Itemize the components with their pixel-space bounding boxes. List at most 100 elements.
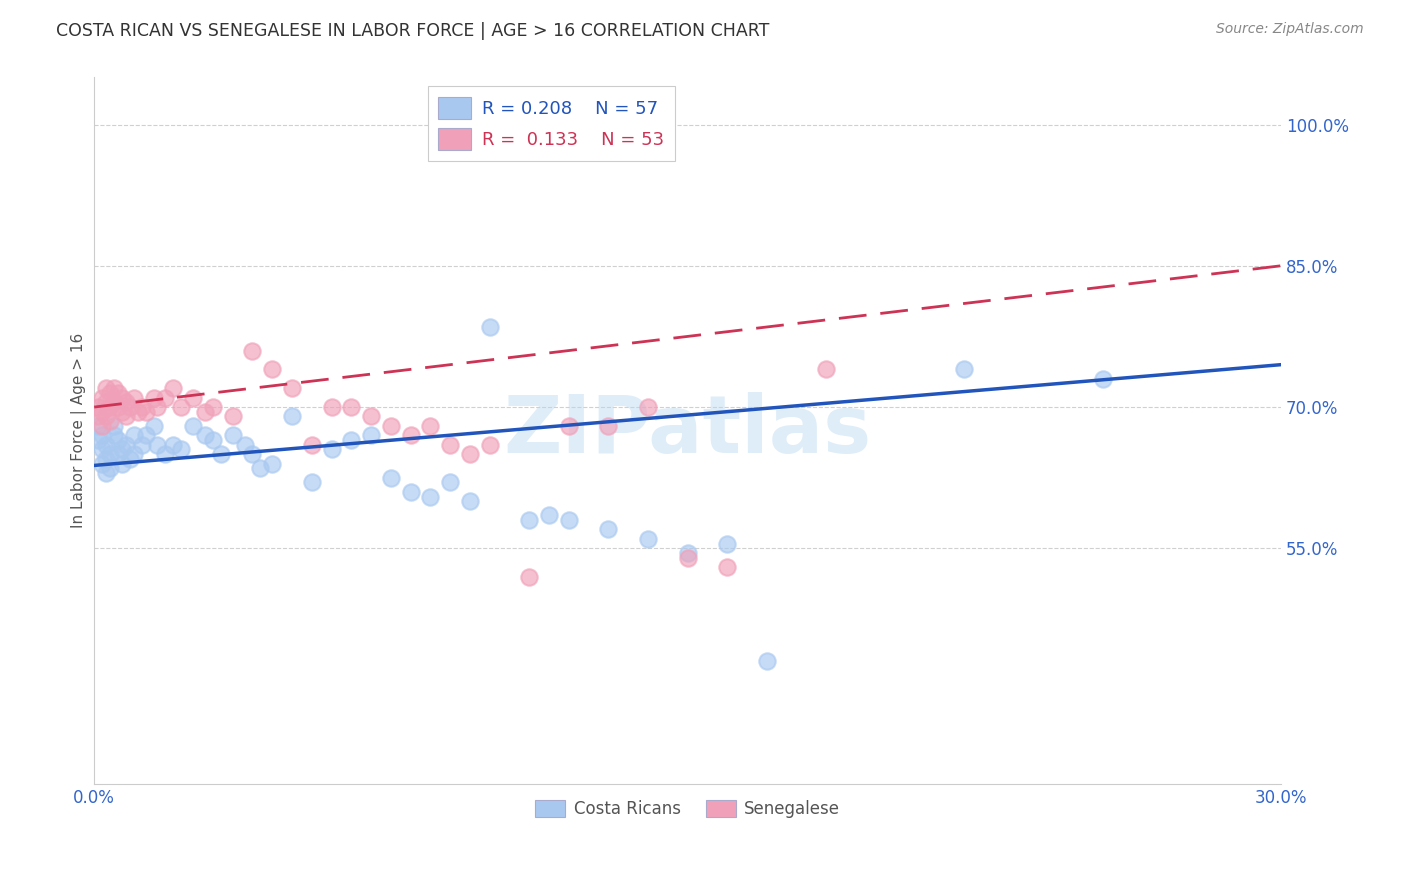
Point <box>135 428 157 442</box>
Point <box>458 494 481 508</box>
Point <box>91 457 114 471</box>
Point <box>91 428 114 442</box>
Legend: Costa Ricans, Senegalese: Costa Ricans, Senegalese <box>529 793 846 825</box>
Point <box>122 447 145 461</box>
Point <box>242 447 264 461</box>
Point <box>321 442 343 457</box>
Point <box>107 400 129 414</box>
Point <box>155 447 177 461</box>
Point <box>94 466 117 480</box>
Point <box>111 391 134 405</box>
Point <box>478 438 501 452</box>
Point <box>439 438 461 452</box>
Point <box>118 451 141 466</box>
Point <box>122 428 145 442</box>
Point <box>221 409 243 424</box>
Point <box>815 362 838 376</box>
Point <box>249 461 271 475</box>
Point <box>399 428 422 442</box>
Point <box>94 438 117 452</box>
Point <box>91 405 114 419</box>
Point <box>517 569 540 583</box>
Point <box>380 471 402 485</box>
Point <box>162 381 184 395</box>
Point <box>242 343 264 358</box>
Y-axis label: In Labor Force | Age > 16: In Labor Force | Age > 16 <box>72 333 87 528</box>
Point <box>114 409 136 424</box>
Point <box>98 447 121 461</box>
Point <box>94 451 117 466</box>
Point <box>194 428 217 442</box>
Point <box>142 418 165 433</box>
Point <box>194 405 217 419</box>
Point <box>281 381 304 395</box>
Point <box>155 391 177 405</box>
Point <box>87 400 110 414</box>
Point <box>637 400 659 414</box>
Point <box>87 433 110 447</box>
Point <box>439 475 461 490</box>
Point <box>558 513 581 527</box>
Point <box>181 418 204 433</box>
Point <box>340 400 363 414</box>
Point <box>94 409 117 424</box>
Point <box>111 457 134 471</box>
Point <box>676 550 699 565</box>
Point <box>94 381 117 395</box>
Point <box>399 484 422 499</box>
Point <box>146 438 169 452</box>
Point <box>181 391 204 405</box>
Point <box>122 391 145 405</box>
Point <box>209 447 232 461</box>
Point <box>103 428 125 442</box>
Point <box>419 490 441 504</box>
Point <box>127 405 149 419</box>
Text: Source: ZipAtlas.com: Source: ZipAtlas.com <box>1216 22 1364 37</box>
Point <box>111 442 134 457</box>
Point <box>598 523 620 537</box>
Point <box>103 418 125 433</box>
Point <box>91 442 114 457</box>
Point <box>637 532 659 546</box>
Point <box>301 438 323 452</box>
Point <box>262 362 284 376</box>
Point <box>87 418 110 433</box>
Point <box>114 395 136 409</box>
Point <box>598 418 620 433</box>
Point <box>340 433 363 447</box>
Point <box>98 385 121 400</box>
Point <box>87 409 110 424</box>
Point <box>953 362 976 376</box>
Point <box>146 400 169 414</box>
Point <box>114 438 136 452</box>
Point <box>517 513 540 527</box>
Point <box>360 409 382 424</box>
Point <box>131 438 153 452</box>
Point <box>107 385 129 400</box>
Point <box>360 428 382 442</box>
Point <box>103 381 125 395</box>
Point <box>111 405 134 419</box>
Point <box>538 508 561 523</box>
Point <box>221 428 243 442</box>
Point <box>142 391 165 405</box>
Point <box>98 414 121 428</box>
Point <box>94 395 117 409</box>
Point <box>98 461 121 475</box>
Point <box>162 438 184 452</box>
Point <box>91 391 114 405</box>
Point <box>262 457 284 471</box>
Point <box>135 405 157 419</box>
Point <box>201 400 224 414</box>
Point <box>107 433 129 447</box>
Point <box>419 418 441 433</box>
Text: ZIPatlas: ZIPatlas <box>503 392 872 469</box>
Point <box>755 654 778 668</box>
Point <box>201 433 224 447</box>
Point <box>107 447 129 461</box>
Point <box>321 400 343 414</box>
Point <box>281 409 304 424</box>
Point <box>301 475 323 490</box>
Point <box>170 400 193 414</box>
Point <box>170 442 193 457</box>
